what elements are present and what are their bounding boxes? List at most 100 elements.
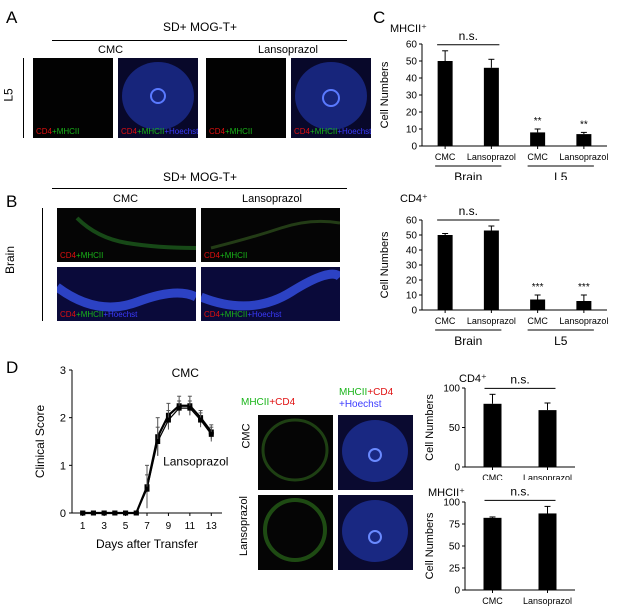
data-point — [198, 417, 204, 423]
tissue-section-graphic — [263, 498, 327, 562]
micrograph-b-lanso-cd4-mhcii: CD4+MHCII — [201, 208, 340, 262]
panel-letter-c: C — [373, 8, 386, 27]
data-point — [112, 510, 118, 516]
panel-d-col2-label: MHCII+CD4 +Hoechst — [339, 387, 394, 410]
data-point — [80, 510, 86, 516]
data-point — [144, 486, 150, 492]
panel-letter-a: A — [6, 8, 18, 27]
micrograph-b-cmc-hoechst: CD4+MHCII+Hoechst — [57, 267, 196, 321]
y-axis-label: Clinical Score — [33, 404, 47, 478]
x-tick-label: CMC — [527, 316, 548, 326]
x-tick-label: CMC — [482, 596, 503, 606]
micrograph-label: CD4+MHCII+Hoechst — [204, 310, 282, 319]
micrograph-b-cmc-cd4-mhcii: CD4+MHCII — [57, 208, 196, 262]
x-tick-label: 11 — [185, 521, 196, 532]
y-tick-label: 2 — [60, 413, 66, 425]
x-tick-label: Lansoprazol — [559, 152, 608, 162]
x-tick-label: Lansoprazol — [523, 596, 572, 606]
y-tick-label: 50 — [449, 542, 461, 553]
y-tick-label: 50 — [406, 231, 418, 242]
micrograph-label: CD4+MHCII+Hoechst — [60, 310, 138, 319]
panel-d-row-lansoprazol: Lansoprazol — [237, 496, 250, 556]
series-label: Lansoprazol — [163, 454, 228, 468]
bar — [530, 299, 546, 310]
x-tick-label: Lansoprazol — [523, 473, 572, 480]
micrograph-label: CD4+MHCII+Hoechst — [121, 127, 198, 136]
chart-d-mhcii: MHCII⁺ Cell Numbers 0 25 50 75 100 CMC Lansopraz… — [425, 484, 575, 606]
bar — [437, 61, 453, 146]
significance-label: *** — [532, 282, 544, 293]
data-point — [155, 439, 161, 444]
chart-title: MHCII⁺ — [390, 23, 427, 35]
panel-a-header: SD+ MOG-T+ — [163, 20, 238, 34]
x-tick-label: 9 — [166, 521, 172, 532]
y-axis-label: Cell Numbers — [379, 61, 391, 128]
y-axis-label: Cell Numbers — [379, 231, 391, 298]
significance-label: n.s. — [510, 372, 529, 386]
chart-title: MHCII⁺ — [428, 487, 465, 499]
x-axis-label: Days after Transfer — [96, 537, 198, 551]
x-tick-label: 3 — [101, 521, 107, 532]
data-point — [208, 431, 214, 437]
significance-label: n.s. — [459, 29, 478, 43]
panel-a-group-lansoprazol: Lansoprazol — [258, 44, 318, 56]
data-point — [133, 510, 139, 516]
y-tick-label: 75 — [449, 520, 461, 531]
significance-label: ** — [534, 116, 542, 127]
bar — [530, 132, 546, 146]
series-label: CMC — [172, 366, 200, 380]
bar — [576, 134, 592, 146]
y-tick-label: 0 — [454, 463, 460, 474]
micrograph-d-cmc-hoechst — [338, 415, 413, 490]
panel-b-header: SD+ MOG-T+ — [163, 170, 238, 184]
panel-a-row-rule — [23, 58, 24, 138]
y-tick-label: 0 — [60, 508, 66, 520]
group-label: Brain — [454, 170, 482, 180]
tissue-section-graphic — [261, 418, 329, 482]
panel-letter-d: D — [6, 358, 19, 377]
y-tick-label: 20 — [406, 108, 418, 119]
data-point — [101, 510, 107, 516]
panel-b-row-rule — [42, 208, 43, 321]
group-label: Brain — [454, 334, 482, 348]
tissue-section-graphic — [75, 216, 196, 250]
y-tick-label: 10 — [406, 291, 418, 302]
y-tick-label: 50 — [406, 57, 418, 68]
tissue-section-graphic — [122, 62, 194, 130]
chart-c-mhcii: MHCII⁺ Cell Numbers 0 10 20 30 40 50 60 CMC Lansop… — [379, 23, 608, 180]
significance-label: ** — [580, 119, 588, 130]
tissue-section-graphic — [342, 500, 408, 562]
data-point — [187, 405, 193, 411]
y-axis-label: Cell Numbers — [425, 394, 436, 461]
data-point — [90, 510, 96, 516]
y-tick-label: 20 — [406, 276, 418, 287]
y-tick-label: 60 — [406, 40, 418, 51]
x-tick-label: Lansoprazol — [467, 316, 516, 326]
bar — [437, 235, 453, 310]
micrograph-label: CD4+MHCII — [204, 251, 248, 260]
tissue-section-graphic — [342, 420, 408, 482]
y-tick-label: 60 — [406, 216, 418, 227]
y-tick-label: 3 — [60, 365, 66, 377]
tissue-section-graphic — [201, 269, 340, 311]
micrograph-b-lanso-hoechst: CD4+MHCII+Hoechst — [201, 267, 340, 321]
x-tick-label: Lansoprazol — [559, 316, 608, 326]
panel-d-row-cmc: CMC — [240, 423, 253, 449]
micrograph-d-lanso-hoechst — [338, 495, 413, 570]
significance-label: *** — [578, 282, 590, 293]
tissue-section-graphic — [57, 283, 196, 312]
data-point — [176, 405, 182, 411]
x-tick-label: CMC — [435, 316, 456, 326]
y-tick-label: 40 — [406, 74, 418, 85]
panel-d-col1-label: MHCII+CD4 — [241, 397, 296, 408]
chart-title: CD4⁺ — [459, 373, 487, 385]
micrograph-a-cmc-hoechst: CD4+MHCII+Hoechst — [118, 58, 198, 138]
bar — [576, 301, 592, 310]
micrograph-label: CD4+MHCII+Hoechst — [294, 127, 371, 136]
y-tick-label: 100 — [443, 498, 460, 509]
micrograph-d-lanso-mhcii-cd4 — [258, 495, 333, 570]
x-tick-label: 5 — [123, 521, 129, 532]
chart-d-cd4: CD4⁺ Cell Numbers 0 50 100 CMC Lansoprazol n.s. — [425, 372, 575, 480]
data-point — [165, 417, 171, 423]
y-tick-label: 30 — [406, 261, 418, 272]
